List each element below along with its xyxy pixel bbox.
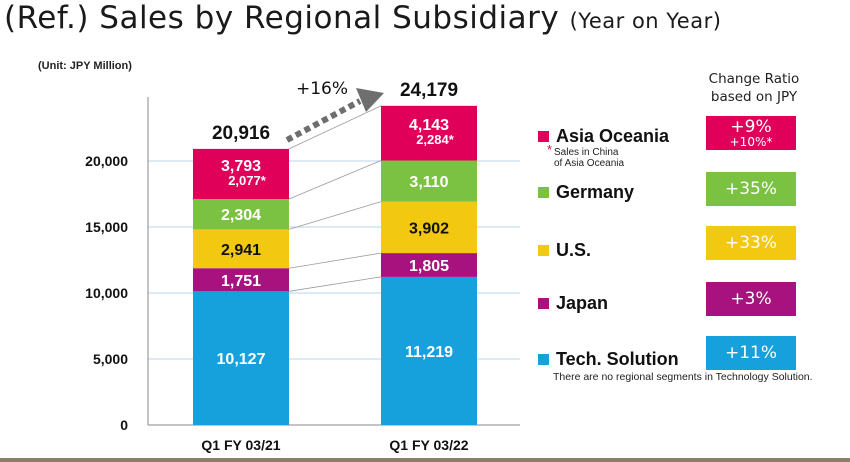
- bar-segment-us: [193, 229, 289, 269]
- ratio-box-tech_solution: +11%: [706, 336, 796, 370]
- growth-label: +16%: [296, 79, 348, 99]
- bar-segment-japan: [193, 268, 289, 292]
- ratio-header-line1: Change Ratio: [708, 71, 800, 87]
- data-label: 4,143: [409, 117, 449, 134]
- china-sales-label: 2,284*: [416, 132, 455, 147]
- bar-segment-asia_oceania: [193, 148, 289, 199]
- legend-label: U.S.: [556, 240, 592, 260]
- legend-label: Germany: [556, 182, 635, 202]
- connector-line: [288, 201, 382, 230]
- data-label: 2,941: [221, 242, 261, 259]
- y-tick-label: 10,000: [85, 285, 128, 301]
- ratio-value: +11%: [724, 343, 778, 363]
- legend-swatch: [538, 131, 549, 142]
- legend-swatch: [538, 245, 549, 256]
- data-label: 3,902: [409, 220, 449, 237]
- legend-label: Tech. Solution: [556, 349, 679, 369]
- total-label: 20,916: [212, 123, 270, 144]
- ratio-value: +35%: [724, 179, 778, 199]
- page-title: (Ref.) Sales by Regional Subsidiary (Yea…: [4, 0, 722, 36]
- tech-solution-note: There are no regional segments in Techno…: [553, 371, 813, 383]
- legend-swatch: [538, 187, 549, 198]
- china-note-star: *: [547, 142, 553, 157]
- data-label: 11,219: [405, 344, 453, 361]
- connector-line: [288, 252, 382, 269]
- growth-arrow-head: [356, 88, 384, 112]
- china-note-line1: Sales in China: [554, 147, 619, 158]
- ratio-value: +33%: [724, 233, 778, 253]
- legend-swatch: [538, 354, 549, 365]
- data-label: 2,304: [221, 207, 261, 224]
- ratio-box-japan: +3%: [706, 282, 796, 316]
- legend-label: Japan: [556, 293, 609, 313]
- legend-item-japan: Japan: [538, 293, 608, 314]
- bar-segment-us: [381, 201, 477, 254]
- ratio-box-us: +33%: [706, 226, 796, 260]
- connector-line: [288, 160, 382, 200]
- growth-arrow: [285, 98, 362, 143]
- bar-segment-japan: [381, 253, 477, 277]
- y-tick-label: 0: [120, 417, 128, 433]
- total-label: 24,179: [400, 80, 458, 101]
- china-note-line2: of Asia Oceania: [554, 158, 625, 169]
- y-tick-label: 20,000: [85, 153, 128, 169]
- bar-segment-germany: [193, 198, 289, 230]
- legend-item-tech_solution: Tech. Solution: [538, 349, 679, 370]
- legend-label: Asia Oceania: [556, 126, 670, 146]
- bottom-divider: [0, 458, 850, 462]
- data-label: 10,127: [217, 351, 266, 368]
- unit-label: (Unit: JPY Million): [38, 60, 132, 72]
- legend-item-us: U.S.: [538, 240, 591, 261]
- bar-segment-germany: [381, 160, 477, 202]
- bar-segment-asia_oceania: [381, 105, 477, 161]
- connector-line: [288, 105, 382, 150]
- ratio-header: Change Ratio based on JPY: [684, 70, 824, 106]
- connector-line: [288, 276, 382, 292]
- data-label: 3,110: [409, 174, 448, 191]
- legend-item-asia_oceania: Asia Oceania: [538, 126, 669, 147]
- china-sales-label: 2,077*: [228, 173, 267, 188]
- ratio-box-germany: +35%: [706, 172, 796, 206]
- ratio-value: +9%: [730, 116, 772, 137]
- ratio-sub-value: +10%*: [729, 134, 773, 149]
- bar-segment-tech_solution: [193, 291, 289, 425]
- data-label: 1,751: [221, 273, 261, 290]
- x-tick-label: Q1 FY 03/21: [201, 437, 280, 453]
- bar-segment-tech_solution: [381, 276, 477, 425]
- x-tick-label: Q1 FY 03/22: [389, 437, 468, 453]
- ratio-box-asia_oceania: +9% +10%*: [706, 116, 796, 150]
- ratio-header-line2: based on JPY: [710, 89, 798, 105]
- y-tick-label: 15,000: [85, 219, 128, 235]
- y-tick-label: 5,000: [93, 351, 128, 367]
- page-title-suffix: (Year on Year): [569, 9, 722, 33]
- data-label: 3,793: [221, 158, 261, 175]
- data-label: 1,805: [409, 258, 449, 275]
- ratio-value: +3%: [730, 289, 772, 309]
- china-sales-note: * Sales in China of Asia Oceania: [547, 143, 625, 169]
- legend-swatch: [538, 298, 549, 309]
- legend-item-germany: Germany: [538, 182, 634, 203]
